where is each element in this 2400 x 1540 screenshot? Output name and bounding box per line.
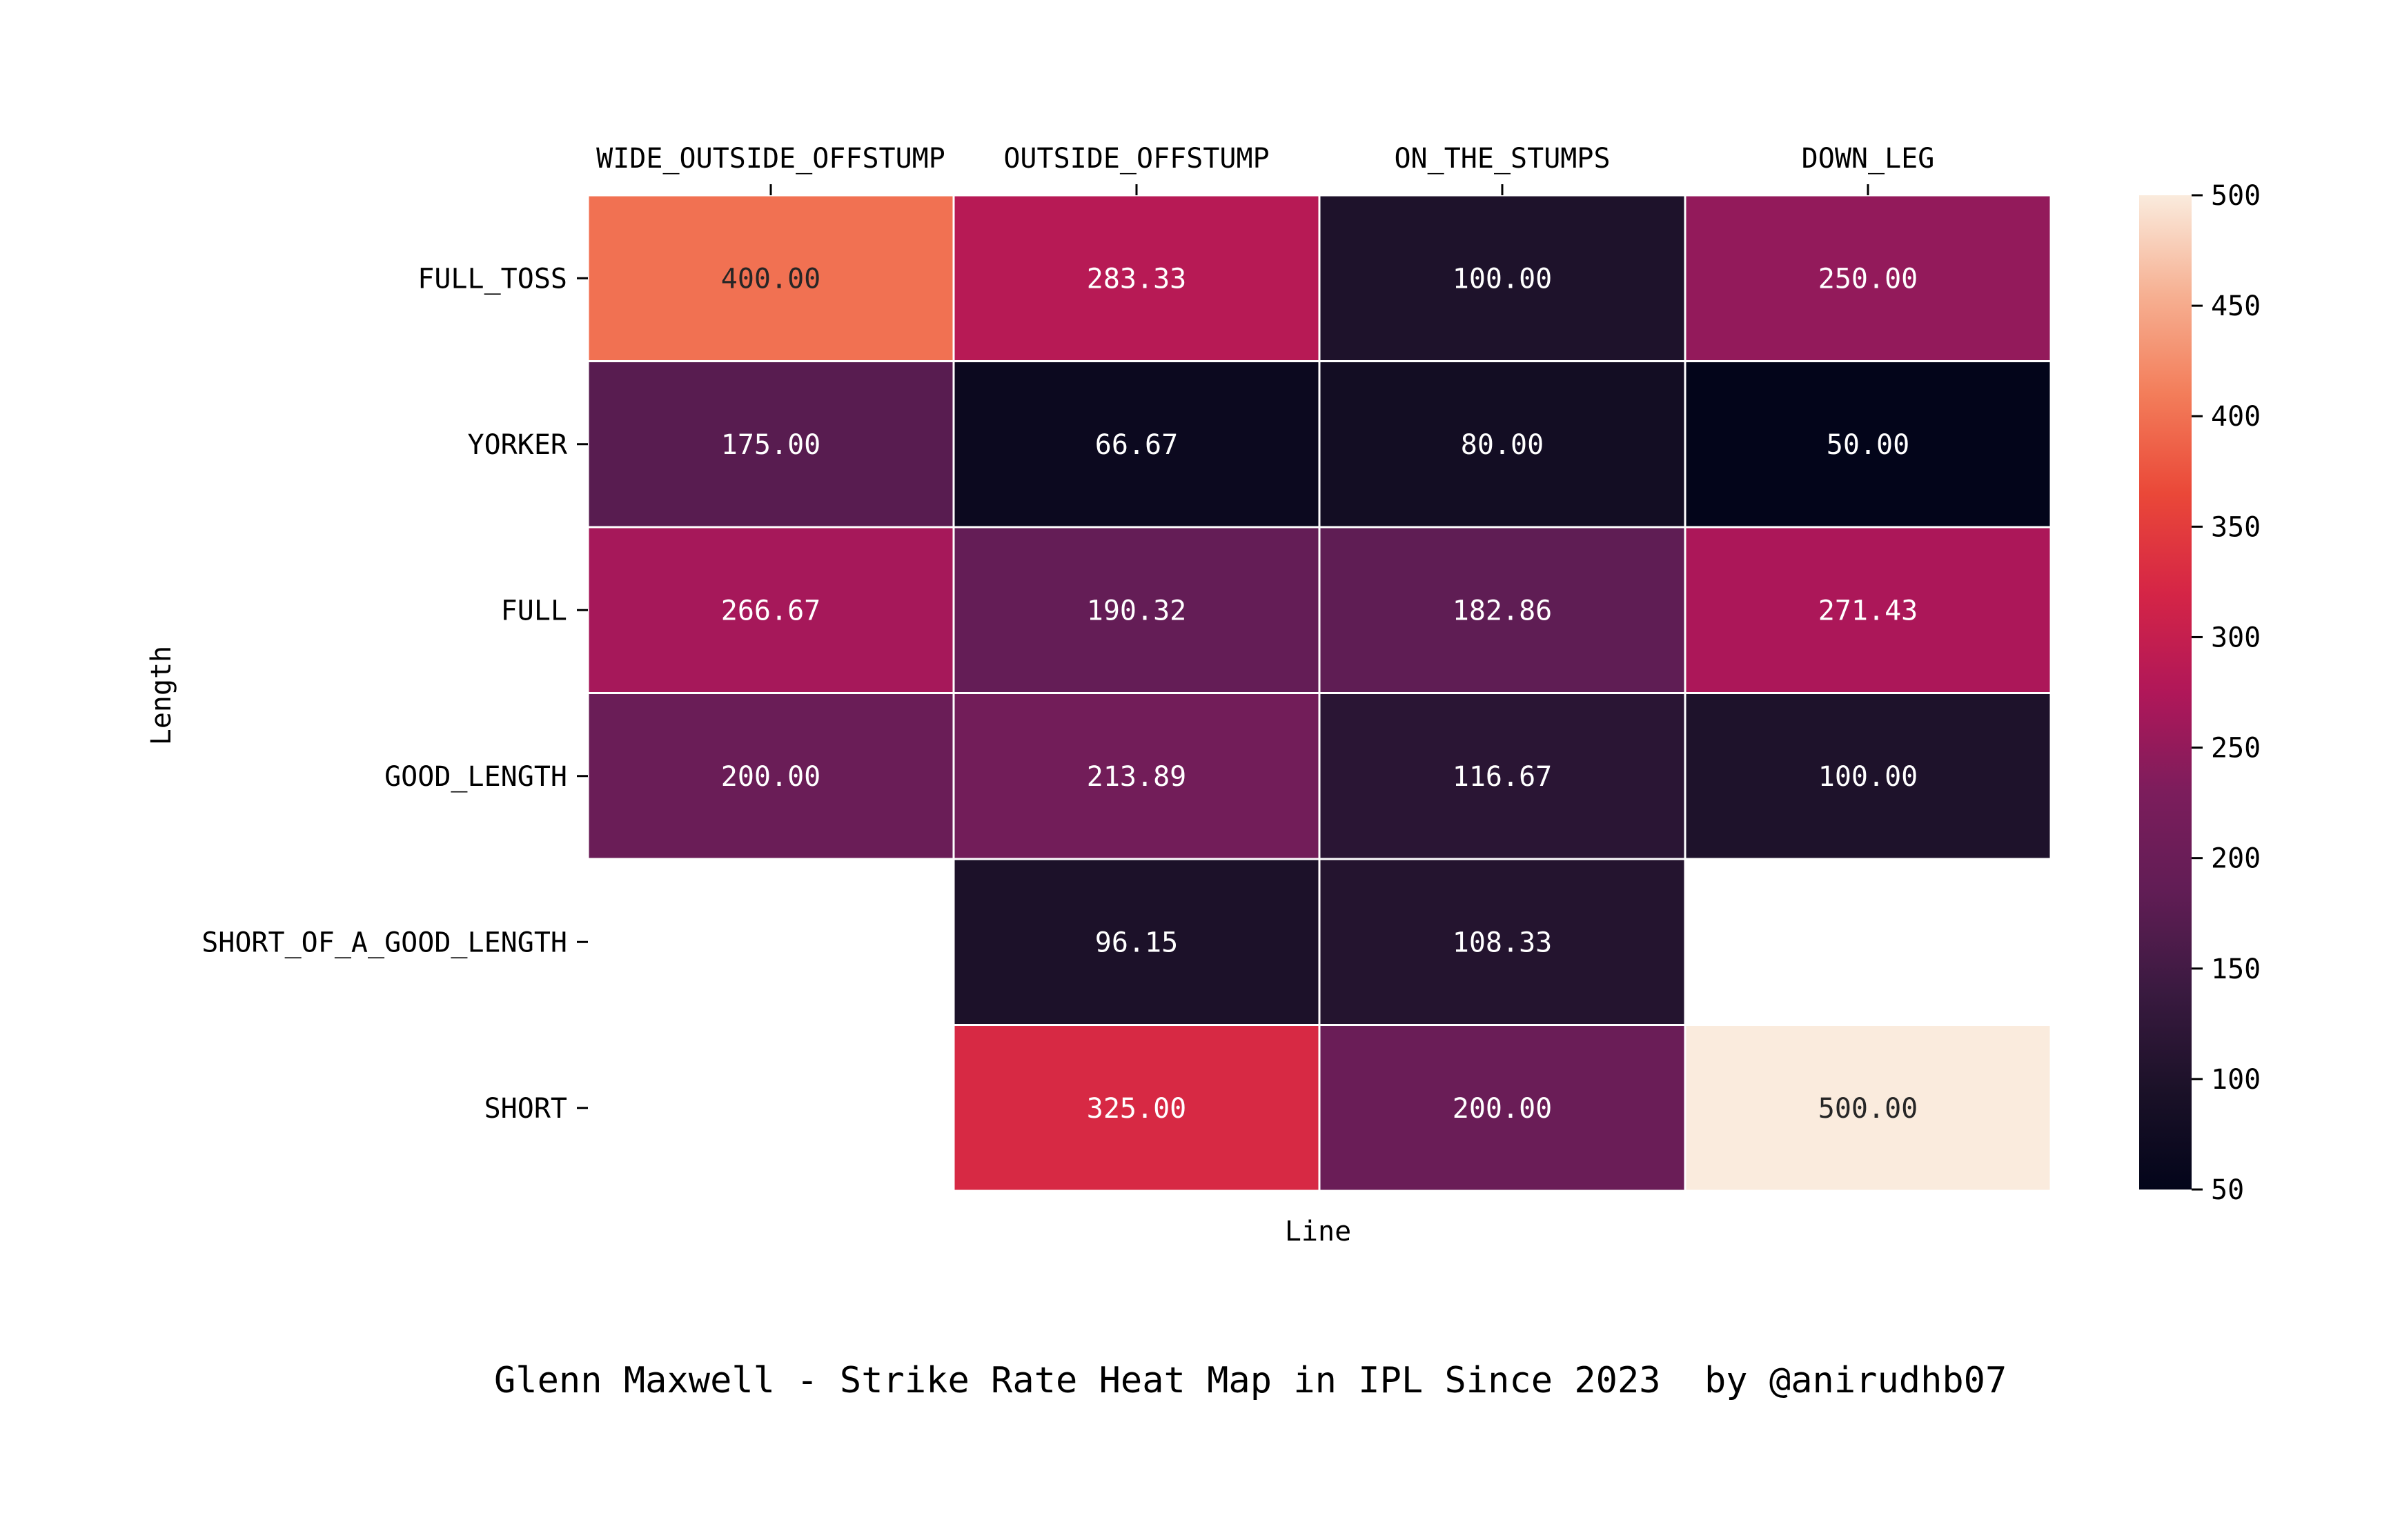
y-axis-ticks: FULL_TOSS YORKER FULL GOOD_LENGTH SHORT_OF_A… [201,263,588,1125]
cell-value-labels: 400.00 283.33 100.00 250.00 175.00 66.67 80.00… [721,263,1918,1125]
cell-value-label: 266.67 [721,595,821,626]
y-tick-label: SHORT [484,1093,567,1125]
chart-footer-title: Glenn Maxwell - Strike Rate Heat Map in … [494,1360,1661,1401]
heatmap-cell [1318,858,1686,1026]
y-tick-label: YORKER [468,429,568,461]
chart-footer-credit: by @anirudhb07 [1704,1360,2007,1401]
colorbar-tick-label: 450 [2211,290,2261,322]
cell-value-label: 50.00 [1827,429,1909,461]
heatmap-cell [952,194,1321,362]
cell-value-label: 200.00 [721,761,821,793]
heatmap-cell [1684,194,2052,362]
cell-value-label: 400.00 [721,263,821,295]
heatmap-cell [952,360,1321,529]
cell-value-label: 96.15 [1095,927,1178,958]
x-axis-title: Line [1285,1216,1351,1247]
x-axis-ticks: WIDE_OUTSIDE_OFFSTUMP OUTSIDE_OFFSTUMP ON_… [596,143,1934,195]
cell-value-label: 250.00 [1818,263,1918,295]
colorbar-tick-label: 200 [2211,843,2261,875]
colorbar [2139,195,2192,1189]
heatmap-cell [952,692,1321,860]
cell-value-label: 108.33 [1453,927,1553,958]
x-tick-label: DOWN_LEG [1802,143,1935,175]
heatmap-cell [952,858,1321,1026]
colorbar-tick-label: 500 [2211,180,2261,212]
x-tick-label: OUTSIDE_OFFSTUMP [1003,143,1269,175]
cell-value-label: 80.00 [1461,429,1544,461]
colorbar-tick-label: 300 [2211,622,2261,653]
cell-value-label: 500.00 [1818,1093,1918,1125]
x-tick-label: WIDE_OUTSIDE_OFFSTUMP [596,143,945,175]
cell-value-label: 200.00 [1453,1093,1553,1125]
heatmap-cell [587,692,955,860]
y-axis-title: Length [146,646,177,746]
heatmap-cell [587,360,955,529]
heatmap-cell [587,194,955,362]
heatmap-cells [587,194,2052,1192]
heatmap-cell [1684,360,2052,529]
heatmap-cell [952,1024,1321,1192]
heatmap-cell [1684,526,2052,694]
cell-value-label: 175.00 [721,429,821,461]
cell-value-label: 213.89 [1087,761,1187,793]
colorbar-tick-label: 250 [2211,733,2261,764]
y-tick-label: FULL_TOSS [417,263,567,295]
cell-value-label: 325.00 [1087,1093,1187,1125]
cell-value-label: 182.86 [1453,595,1553,626]
cell-value-label: 190.32 [1087,595,1187,626]
heatmap-cell [1684,692,2052,860]
colorbar-tick-label: 50 [2211,1174,2244,1206]
y-tick-label: SHORT_OF_A_GOOD_LENGTH [201,927,567,958]
cell-value-label: 100.00 [1453,263,1553,295]
heatmap-cell [1318,692,1686,860]
colorbar-ticks: 50 100 150 200 250 300 350 400 450 500 [2192,180,2261,1206]
cell-value-label: 116.67 [1453,761,1553,793]
cell-value-label: 100.00 [1818,761,1918,793]
cell-value-label: 66.67 [1095,429,1178,461]
x-tick-label: ON_THE_STUMPS [1394,143,1610,175]
heatmap-cell [952,526,1321,694]
cell-value-label: 283.33 [1087,263,1187,295]
heatmap-cell [1318,1024,1686,1192]
y-tick-label: FULL [501,595,567,626]
colorbar-tick-label: 150 [2211,954,2261,985]
cell-value-label: 271.43 [1818,595,1918,626]
colorbar-tick-label: 400 [2211,401,2261,433]
heatmap-cell [1684,1024,2052,1192]
colorbar-tick-label: 350 [2211,511,2261,543]
y-tick-label: GOOD_LENGTH [384,761,567,793]
colorbar-tick-label: 100 [2211,1064,2261,1096]
